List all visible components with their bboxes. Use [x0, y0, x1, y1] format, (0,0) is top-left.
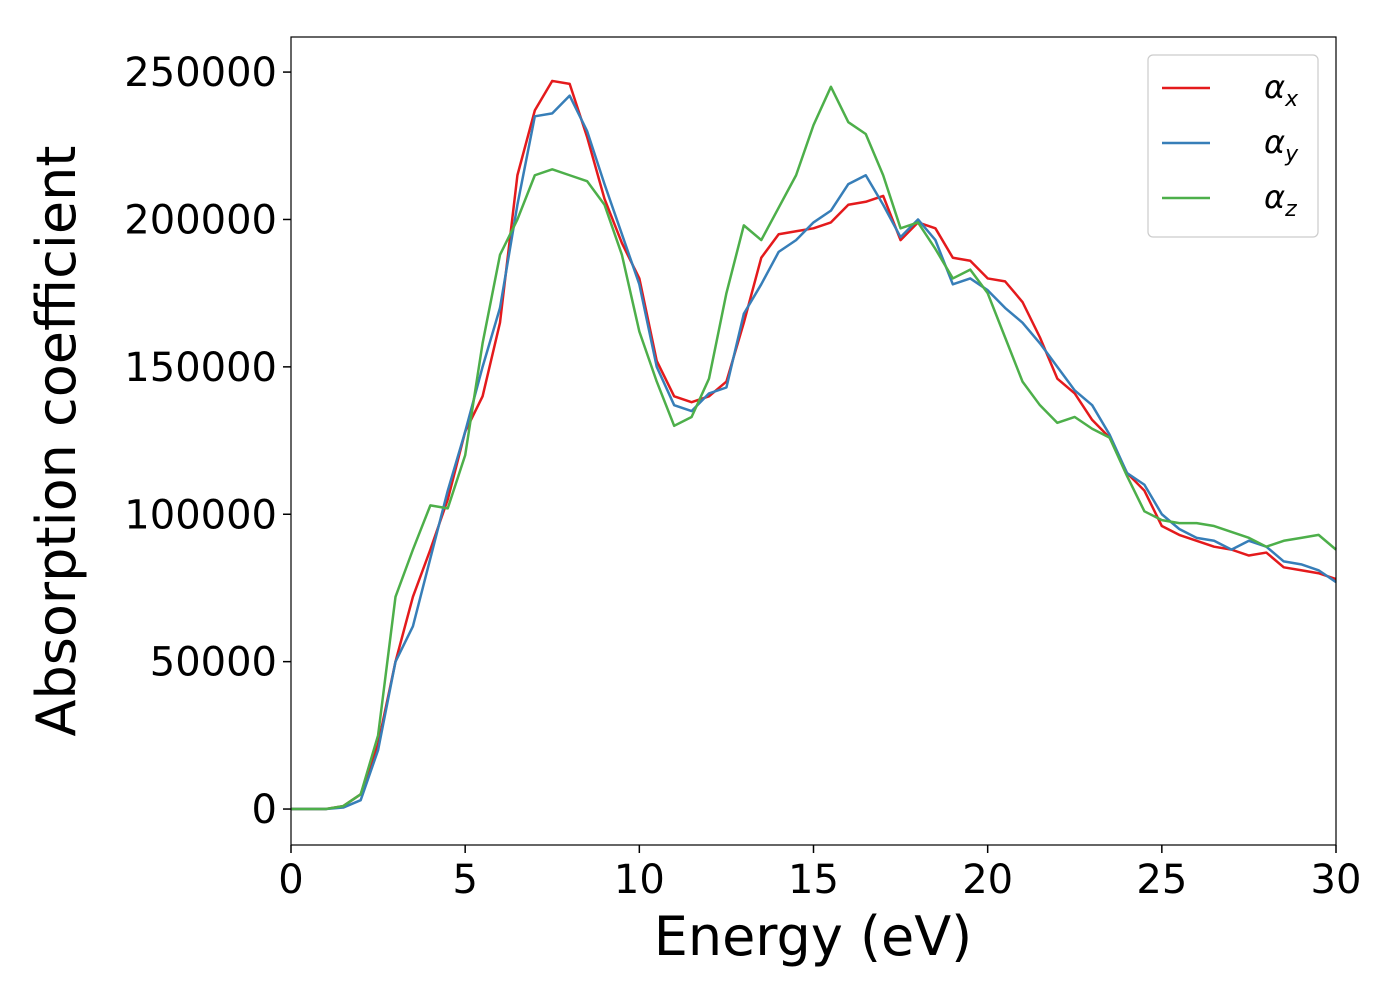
y-tick-label: 150000: [124, 345, 277, 391]
legend-box: [1147, 54, 1319, 238]
legend-label: αz: [1264, 178, 1297, 222]
y-tick-label: 200000: [124, 197, 277, 243]
x-tick-label: 15: [788, 857, 839, 903]
x-axis-label: Energy (eV): [654, 905, 973, 968]
x-tick-label: 25: [1136, 857, 1187, 903]
y-tick-label: 50000: [150, 640, 277, 686]
legend-label: αx: [1264, 68, 1299, 112]
x-tick-label: 10: [614, 857, 665, 903]
y-tick-label: 100000: [124, 492, 277, 538]
x-tick-label: 30: [1311, 857, 1362, 903]
plot-frame: [290, 36, 1337, 846]
x-tick-label: 0: [278, 857, 303, 903]
x-tick-label: 20: [962, 857, 1013, 903]
y-tick-label: 250000: [124, 50, 277, 96]
series-line: [291, 94, 1337, 811]
y-axis-label: Absorption coefficient: [25, 146, 88, 737]
y-tick-label: 0: [252, 787, 277, 833]
series-line: [291, 85, 1337, 811]
legend-label: αy: [1264, 123, 1299, 167]
x-tick-label: 5: [452, 857, 477, 903]
